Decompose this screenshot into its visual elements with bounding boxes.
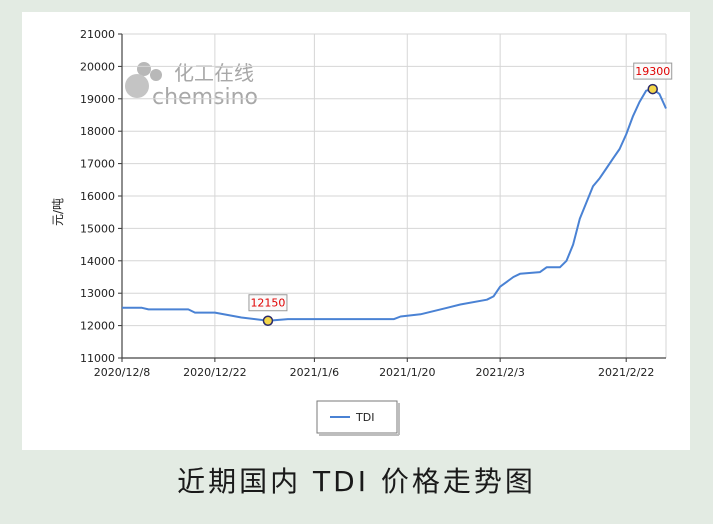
chart-panel: 化工在线 chemsino 11000 12000 13000 14000 15000 1… <box>22 12 690 450</box>
line-chart: 化工在线 chemsino 11000120001300014000150001… <box>51 28 673 436</box>
y-tick-label: 12000 <box>80 320 115 333</box>
y-tick-labels: 11000 12000 13000 14000 15000 16000 17000 18000… <box>80 28 115 365</box>
x-tick-label: 2021/2/22 <box>598 366 654 379</box>
legend: TDI <box>316 400 400 436</box>
y-tick-label: 19000 <box>80 93 115 106</box>
chemsino-logo-icon <box>125 62 162 98</box>
figure-caption: 近期国内 TDI 价格走势图 <box>177 465 536 498</box>
watermark-en: chemsino <box>152 85 258 110</box>
y-tick-label: 18000 <box>80 125 115 138</box>
annotation-label: 19300 <box>635 65 670 78</box>
x-tick-labels: 2020/12/8 2020/12/22 2021/1/6 2021/1/20 2021… <box>94 366 655 379</box>
axes <box>118 33 666 362</box>
grid <box>122 33 667 358</box>
y-tick-label: 16000 <box>80 190 115 203</box>
annotations: 12150 19300 <box>248 62 673 326</box>
y-tick-label: 14000 <box>80 255 115 268</box>
y-axis-label: 元/吨 <box>51 198 65 226</box>
annotation-marker <box>647 83 658 95</box>
series-layer <box>122 88 667 322</box>
x-tick-label: 2021/1/6 <box>290 366 339 379</box>
legend-label-tdi: TDI <box>355 411 374 424</box>
x-tick-label: 2021/1/20 <box>379 366 435 379</box>
x-tick-label: 2020/12/22 <box>183 366 246 379</box>
y-tick-label: 13000 <box>80 287 115 300</box>
annotation-marker <box>262 315 274 326</box>
annotation-box <box>248 294 288 312</box>
y-tick-label: 11000 <box>80 352 115 365</box>
y-tick-label: 15000 <box>80 222 115 235</box>
series-line-tdi <box>122 88 667 322</box>
annotation-box <box>633 62 673 80</box>
annotation-label: 12150 <box>250 297 285 310</box>
y-tick-label: 20000 <box>80 60 115 73</box>
x-tick-label: 2020/12/8 <box>94 366 150 379</box>
watermark-cn: 化工在线 <box>174 61 254 85</box>
y-tick-label: 21000 <box>80 28 115 41</box>
y-tick-label: 17000 <box>80 158 115 171</box>
x-tick-label: 2021/2/3 <box>475 366 524 379</box>
